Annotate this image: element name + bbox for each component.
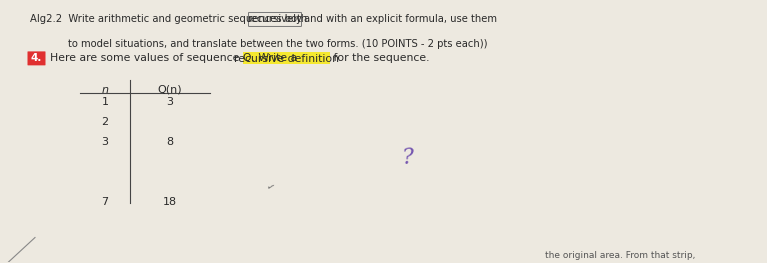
Text: n: n (101, 85, 108, 95)
Text: ✓: ✓ (265, 181, 275, 194)
Text: 1: 1 (101, 97, 108, 107)
Text: recursive definition: recursive definition (234, 54, 339, 64)
Text: 8: 8 (166, 137, 173, 147)
Text: the original area. From that strip,: the original area. From that strip, (545, 251, 695, 260)
Text: Here are some values of sequence Q. Write a: Here are some values of sequence Q. Writ… (50, 53, 301, 63)
FancyBboxPatch shape (28, 51, 45, 65)
FancyBboxPatch shape (242, 52, 331, 64)
Text: 3: 3 (101, 137, 108, 147)
Text: Q(n): Q(n) (158, 85, 183, 95)
Text: 4.: 4. (31, 53, 42, 63)
Text: recursively: recursively (248, 14, 302, 24)
Text: 2: 2 (101, 117, 109, 127)
Text: for the sequence.: for the sequence. (331, 53, 430, 63)
Text: Alg2.2  Write arithmetic and geometric sequences both: Alg2.2 Write arithmetic and geometric se… (30, 14, 308, 24)
Text: 3: 3 (166, 97, 173, 107)
Text: to model situations, and translate between the two forms. (10 POINTS - 2 pts eac: to model situations, and translate betwe… (68, 39, 488, 49)
Text: 18: 18 (163, 197, 177, 207)
Text: 7: 7 (101, 197, 109, 207)
Text: and with an explicit formula, use them: and with an explicit formula, use them (304, 14, 497, 24)
Text: ?: ? (401, 146, 415, 169)
